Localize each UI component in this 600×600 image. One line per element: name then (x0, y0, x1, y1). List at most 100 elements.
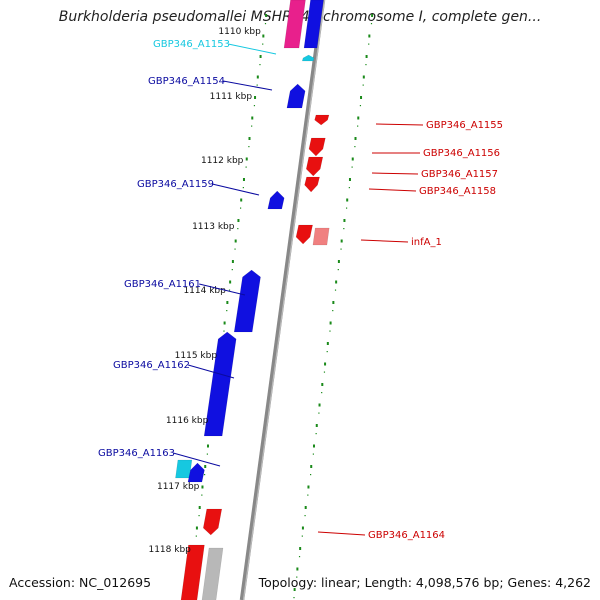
tick-mark (351, 157, 354, 161)
gene-label[interactable]: GBP346_A1154 (148, 76, 225, 87)
tick-dot (264, 23, 267, 25)
tick-dot (340, 248, 342, 250)
gene-feature-infa1-light (312, 227, 330, 246)
gene-label[interactable]: GBP346_A1162 (113, 360, 190, 371)
tick-dot (332, 310, 334, 312)
scale-label: 1111 kbp (210, 92, 253, 102)
tick-mark (245, 157, 248, 161)
tick-dot (370, 23, 373, 25)
scale-label: 1110 kbp (218, 27, 261, 37)
gene-label[interactable]: GBP346_A1153 (153, 39, 230, 50)
tick-mark (259, 55, 262, 58)
gene-label-leader-line (173, 452, 221, 467)
gene-feature-infa1 (295, 224, 313, 245)
gene-label-leader-line (368, 188, 417, 192)
gene-labels-layer: GBP346_A1153 GBP346_A1154 GBP346_A1155 GBP3… (98, 39, 503, 541)
tick-mark (335, 280, 338, 284)
tick-dot (362, 84, 364, 86)
gene-label[interactable]: GBP346_A1159 (137, 179, 214, 190)
tick-mark (332, 301, 335, 304)
tick-dot (226, 310, 228, 312)
tick-mark (251, 116, 254, 120)
gene-label[interactable]: GBP346_A1164 (368, 530, 445, 541)
scale-label: 1116 kbp (166, 416, 209, 426)
gene-feature-blue-top (303, 0, 324, 49)
tick-mark (231, 260, 234, 263)
gene-feature-a1163 (187, 462, 205, 483)
gene-label[interactable]: GBP346_A1157 (421, 169, 498, 180)
gene-feature-a1157 (305, 156, 324, 177)
tick-dot (198, 515, 200, 517)
gene-feature-a1156 (308, 137, 326, 157)
tick-mark (198, 506, 201, 509)
backbone-layer (239, 0, 326, 600)
tick-dot (304, 515, 306, 517)
tick-mark (265, 14, 268, 17)
gene-label[interactable]: infA_1 (411, 237, 442, 248)
tick-mark (365, 55, 368, 58)
gene-label[interactable]: GBP346_A1158 (419, 186, 496, 197)
tick-dot (262, 43, 264, 45)
tick-dot (301, 535, 303, 537)
gene-label-leader-line (317, 531, 366, 536)
scale-label: 1117 kbp (157, 482, 200, 492)
gene-feature-a1161 (233, 269, 261, 333)
tick-mark (326, 342, 329, 345)
tick-mark (234, 239, 237, 243)
tick-mark (293, 588, 296, 591)
tick-dot (201, 494, 203, 496)
gene-feature-a1158 (304, 176, 320, 193)
tick-mark (296, 567, 299, 571)
tick-dot (248, 146, 250, 148)
tick-dot (298, 556, 301, 558)
tick-dot (357, 125, 359, 127)
gene-label-leader-line (371, 172, 419, 175)
gene-label-leader-line (375, 123, 424, 126)
tick-dot (293, 597, 295, 599)
tick-dot (359, 105, 362, 107)
tick-mark (360, 96, 363, 99)
scale-label: 1115 kbp (175, 351, 218, 361)
tick-dot (239, 207, 242, 209)
gene-label-leader-line (228, 43, 277, 55)
tick-dot (365, 64, 367, 66)
gene-features-layer (175, 0, 330, 600)
tick-dot (329, 330, 331, 332)
tick-dot (312, 453, 314, 455)
tick-dot (251, 125, 253, 127)
tick-mark (237, 219, 240, 222)
gene-feature-a1154 (286, 83, 306, 109)
topology-text: Topology: linear; Length: 4,098,576 bp; … (258, 575, 591, 590)
tick-dot (228, 289, 231, 291)
tick-dot (343, 228, 345, 230)
tick-dot (253, 105, 256, 107)
gene-label-leader-line (212, 183, 260, 196)
gene-label[interactable]: GBP346_A1155 (426, 120, 503, 131)
tick-mark (229, 280, 232, 284)
gene-label[interactable]: GBP346_A1156 (423, 148, 500, 159)
tick-dot (348, 187, 350, 189)
tick-dot (223, 330, 225, 332)
tick-dot (206, 453, 208, 455)
backbone-highlight (242, 0, 326, 600)
tick-mark (354, 137, 357, 140)
tick-dot (326, 351, 328, 353)
tick-mark (240, 198, 243, 202)
accession-text: Accession: NC_012695 (9, 575, 152, 590)
chromosome-backbone (239, 0, 326, 600)
tick-dot (310, 474, 312, 476)
tick-mark (248, 137, 251, 140)
tick-mark (301, 526, 304, 530)
tick-mark (318, 403, 321, 407)
gene-label-leader-line (188, 364, 235, 379)
tick-dot (354, 146, 356, 148)
tick-mark (357, 116, 360, 120)
tick-dot (242, 187, 244, 189)
tick-dot (351, 166, 353, 168)
tick-dot (315, 433, 317, 435)
gene-label[interactable]: GBP346_A1161 (124, 279, 201, 290)
scale-label: 1112 kbp (201, 156, 244, 166)
tick-dot (231, 269, 233, 271)
gene-label[interactable]: GBP346_A1163 (98, 448, 175, 459)
